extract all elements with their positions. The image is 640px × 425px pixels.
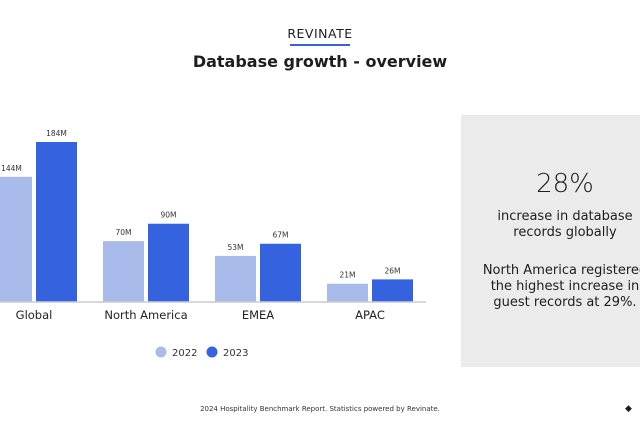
category-label: EMEA [242,308,274,322]
legend-label: 2022 [172,348,197,359]
legend-marker [206,346,218,358]
bar-2022-emea [215,255,256,302]
data-label: 26M [384,266,400,275]
bar-2023-global [36,142,77,302]
category-label: North America [104,308,187,322]
legend-marker [155,346,167,358]
stat-description: increase in database records globally [497,209,633,240]
stat-value: 28% [536,169,594,199]
category-label: Global [16,308,53,322]
bar-2023-apac [372,279,413,302]
data-label: 144M [1,164,22,173]
stat-panel: 28% increase in database records globall… [461,115,640,367]
stat-note: North America registered the highest inc… [482,263,640,310]
category-label: APAC [355,308,385,322]
data-label: 184M [46,129,67,138]
bar-2022-apac [327,283,368,302]
data-label: 90M [160,211,176,220]
data-label: 53M [227,243,243,252]
revinate-logo-icon: ◆ [625,404,632,414]
legend-label: 2023 [223,348,248,359]
bar-2022-north-america [103,241,144,302]
brand-underline [290,44,350,46]
page-title: Database growth - overview [192,52,448,71]
footer-text: 2024 Hospitality Benchmark Report. Stati… [200,405,440,413]
data-label: 67M [272,231,288,240]
bar-chart: 144M 184M Global 70M 90M North America 53M 67M E… [0,129,426,359]
bar-2023-north-america [148,223,189,302]
brand-name: REVINATE [287,26,353,41]
data-label: 21M [339,271,355,280]
bar-2022-global [0,176,32,302]
bar-2023-emea [260,243,301,302]
data-label: 70M [115,228,131,237]
